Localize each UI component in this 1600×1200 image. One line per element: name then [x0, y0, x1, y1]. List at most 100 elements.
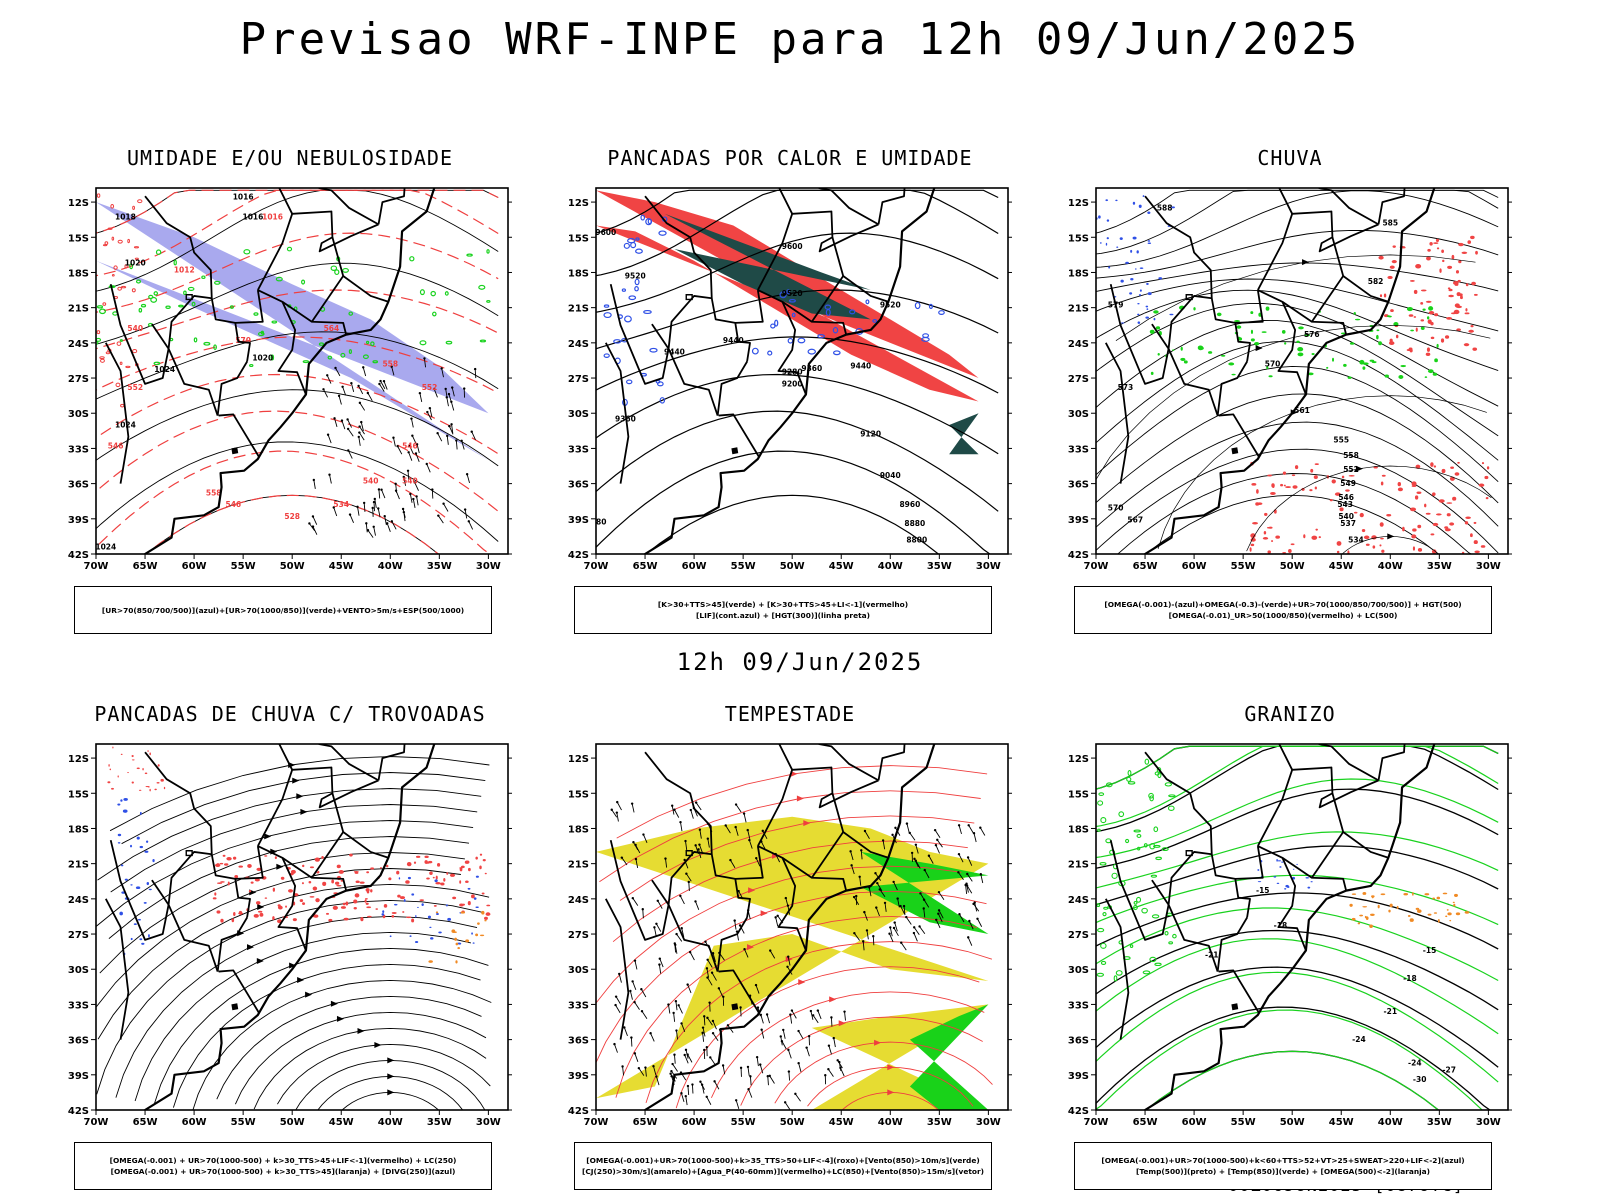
- wind-vector: [658, 964, 662, 974]
- wind-vector: [618, 973, 622, 983]
- wind-vector-head: [360, 420, 363, 424]
- coastline: [143, 744, 436, 1110]
- contour-line: [596, 450, 991, 554]
- wind-vector-head: [769, 949, 772, 952]
- lake-mark: [185, 294, 193, 301]
- wind-vector-head: [876, 881, 879, 885]
- wind-vector-head: [334, 366, 337, 370]
- legend-box: [OMEGA(-0.001)-(azul)+OMEGA(-0.3)-(verde…: [1074, 586, 1492, 634]
- green-cell: [153, 361, 161, 366]
- wind-vector-head: [900, 941, 903, 944]
- divg-blue: [130, 937, 133, 941]
- wind-vector-head: [872, 935, 875, 938]
- lon-label: 50W: [280, 561, 305, 572]
- lon-label: 30W: [976, 1117, 1001, 1128]
- storm-red: [481, 892, 485, 895]
- rain-green: [1296, 340, 1300, 344]
- wind-vector: [690, 809, 694, 819]
- wind-vector-head: [919, 892, 922, 895]
- map-frame: [95, 743, 509, 1111]
- omega-orange: [1447, 912, 1452, 916]
- storm-red: [149, 752, 151, 756]
- wind-vector-head: [913, 857, 916, 861]
- panel-chuva: CHUVA 585 582 588 579 576 570 573 570 567 561 558 5…: [1040, 146, 1540, 634]
- lat-label: 42S: [1068, 1106, 1089, 1117]
- wind-vector: [980, 874, 984, 884]
- rain-red: [1413, 316, 1417, 318]
- rain-green: [1183, 360, 1188, 364]
- wind-vector: [687, 984, 692, 994]
- wind-vector-head: [734, 803, 738, 806]
- rain-green: [1155, 326, 1161, 330]
- wind-vector-head: [637, 1066, 641, 1070]
- storm-red: [109, 768, 112, 771]
- storm-red: [312, 886, 318, 891]
- lat-label: 12S: [68, 754, 89, 765]
- border-line: [1318, 744, 1379, 782]
- wind-vector: [755, 984, 760, 994]
- wind-vector: [934, 829, 941, 838]
- lon-label: 50W: [780, 1117, 805, 1128]
- rain-green: [1157, 352, 1160, 356]
- storm-red: [366, 906, 372, 909]
- contour-line: [96, 389, 499, 467]
- wind-vector: [889, 927, 893, 937]
- lon-label: 50W: [780, 561, 805, 572]
- hail-blue: [1305, 877, 1309, 879]
- forecast-time-label: 12h 09/Jun/2025: [676, 648, 924, 676]
- storm-red: [131, 755, 134, 758]
- contour-line: [96, 331, 499, 400]
- storm-red: [443, 878, 446, 882]
- panel-tempestade: TEMPESTADE 12S 15S 18S 21S 24S 27S 30S 33S 36S 39…: [540, 702, 1040, 1190]
- storm-red: [157, 764, 160, 767]
- rain-red: [1444, 335, 1450, 339]
- wind-vector: [699, 844, 703, 854]
- lat-label: 39S: [68, 1071, 89, 1082]
- wind-vector-head: [346, 427, 350, 431]
- lat-label: 30S: [1068, 965, 1089, 976]
- lon-label: 40W: [1378, 1117, 1403, 1128]
- map-content: [596, 744, 1008, 1110]
- wind-vector-head: [450, 423, 453, 426]
- lat-label: 18S: [1068, 268, 1089, 279]
- contour-label: 540: [363, 477, 379, 486]
- lat-label: 33S: [1068, 1000, 1089, 1011]
- wind-vector-head: [759, 1013, 763, 1016]
- green-cell: [165, 305, 171, 309]
- streamline: [253, 1027, 487, 1110]
- omega-orange: [1449, 919, 1452, 922]
- border-line: [718, 969, 760, 1014]
- rain-red: [1264, 512, 1268, 516]
- temp850-contour: [1118, 811, 1125, 818]
- wind-vector-head: [432, 387, 436, 391]
- wind-vector-head: [865, 929, 869, 932]
- lat-label: 24S: [1068, 339, 1089, 350]
- wind-vector: [958, 872, 964, 881]
- wind-vector-head: [782, 1028, 785, 1032]
- streamline-arrow: [748, 887, 756, 894]
- wind-vector-head: [883, 901, 887, 905]
- streamline-arrow: [1302, 259, 1310, 266]
- rain-green: [1340, 332, 1346, 335]
- wind-vector-head: [455, 439, 458, 442]
- storm-red: [335, 881, 340, 885]
- rain-blue: [1105, 242, 1108, 246]
- rain-blue: [1145, 305, 1149, 308]
- contour-label: 570: [235, 336, 251, 345]
- green-cell: [119, 339, 123, 342]
- storm-red: [144, 772, 148, 775]
- wind-vector-head: [708, 1001, 711, 1004]
- border-line: [1311, 275, 1344, 323]
- border-line: [1277, 301, 1307, 395]
- temp850-contour: [1155, 856, 1162, 861]
- storm-red: [485, 912, 491, 916]
- rain-blue: [1147, 242, 1152, 245]
- wind-vector: [367, 392, 373, 402]
- rain-red: [1441, 249, 1444, 254]
- rain-green: [1266, 366, 1269, 370]
- green-cell: [409, 256, 415, 262]
- wind-vector-head: [428, 406, 432, 410]
- rain-red: [1280, 483, 1284, 487]
- storm-red: [107, 781, 111, 784]
- border-line: [1167, 348, 1219, 416]
